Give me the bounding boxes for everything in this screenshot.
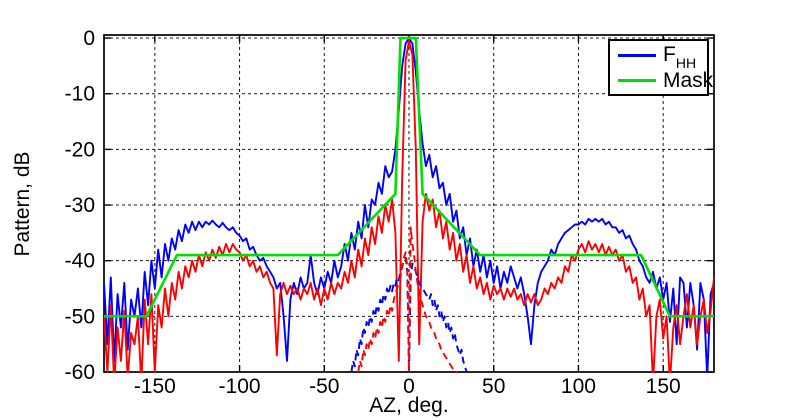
legend-line-fhh-swatch <box>618 54 656 58</box>
legend: FHH Mask <box>608 39 713 96</box>
legend-item-mask: Mask <box>618 70 713 91</box>
y-tick-label: -30 <box>65 194 95 217</box>
x-tick-label: 50 <box>482 375 505 398</box>
x-axis-label: AZ, deg. <box>369 394 449 417</box>
y-axis-label: Pattern, dB <box>11 151 34 257</box>
x-tick-label: 100 <box>561 375 596 398</box>
x-tick-label: -50 <box>309 375 339 398</box>
legend-line-mask-swatch <box>618 79 656 83</box>
y-tick-label: -40 <box>65 250 95 273</box>
legend-item-fhh: FHH <box>618 42 707 71</box>
y-tick-label: 0 <box>83 27 95 50</box>
y-tick-label: -20 <box>65 138 95 161</box>
x-tick-label: -150 <box>134 375 176 398</box>
x-tick-label: 0 <box>403 375 415 398</box>
series-mask <box>104 36 714 318</box>
legend-label-fhh: FHH <box>663 42 697 71</box>
series-xpol-blue-dashed <box>350 256 468 373</box>
y-tick-label: -60 <box>65 361 95 384</box>
legend-label-mask: Mask <box>663 69 714 93</box>
x-tick-label: 150 <box>646 375 681 398</box>
y-tick-label: -10 <box>65 83 95 106</box>
x-tick-label: -100 <box>219 375 261 398</box>
series-xpol-red-dashed <box>357 226 458 373</box>
y-tick-label: -50 <box>65 305 95 328</box>
